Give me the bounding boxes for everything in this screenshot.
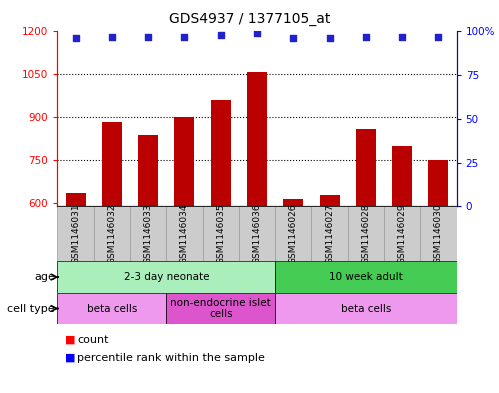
Point [108, 33, 116, 40]
Bar [65, 193, 85, 375]
Point [217, 32, 225, 38]
Point [181, 33, 189, 40]
Bar [203, 206, 239, 261]
Bar [57, 261, 275, 293]
Point [253, 30, 261, 36]
Bar [311, 206, 348, 261]
Point [435, 33, 443, 40]
Text: beta cells: beta cells [87, 303, 137, 314]
Text: GSM1146026: GSM1146026 [289, 204, 298, 264]
Text: GSM1146035: GSM1146035 [216, 204, 225, 264]
Text: percentile rank within the sample: percentile rank within the sample [77, 353, 265, 363]
Text: 2-3 day neonate: 2-3 day neonate [124, 272, 209, 282]
Text: GSM1146036: GSM1146036 [252, 204, 261, 264]
Bar [275, 206, 311, 261]
Bar [429, 160, 449, 375]
Text: ■: ■ [65, 353, 75, 363]
Bar [275, 261, 457, 293]
Bar [94, 206, 130, 261]
Point [289, 35, 297, 42]
Text: GSM1146027: GSM1146027 [325, 204, 334, 264]
Text: GSM1146032: GSM1146032 [107, 204, 116, 264]
Point [398, 33, 406, 40]
Text: cell type: cell type [7, 303, 55, 314]
Bar [247, 72, 267, 375]
Text: count: count [77, 335, 109, 345]
Bar [175, 118, 195, 375]
Point [362, 33, 370, 40]
Text: GSM1146031: GSM1146031 [71, 204, 80, 264]
Text: beta cells: beta cells [341, 303, 391, 314]
Bar [102, 122, 122, 375]
Text: GSM1146028: GSM1146028 [361, 204, 370, 264]
Bar [356, 129, 376, 375]
Bar [392, 146, 412, 375]
Point [325, 35, 333, 42]
Bar [57, 206, 94, 261]
Text: non-endocrine islet
cells: non-endocrine islet cells [170, 298, 271, 319]
Bar [348, 206, 384, 261]
Text: GSM1146033: GSM1146033 [144, 204, 153, 264]
Bar [420, 206, 457, 261]
Bar [283, 199, 303, 375]
Bar [57, 293, 166, 324]
Bar [319, 195, 339, 375]
Point [71, 35, 79, 42]
Bar [130, 206, 166, 261]
Bar [239, 206, 275, 261]
Bar [166, 206, 203, 261]
Text: 10 week adult: 10 week adult [329, 272, 403, 282]
Text: age: age [34, 272, 55, 282]
Point [144, 33, 152, 40]
Text: GDS4937 / 1377105_at: GDS4937 / 1377105_at [169, 12, 330, 26]
Text: GSM1146034: GSM1146034 [180, 204, 189, 264]
Bar [211, 100, 231, 375]
Bar [275, 293, 457, 324]
Text: GSM1146029: GSM1146029 [398, 204, 407, 264]
Bar [166, 293, 275, 324]
Bar [384, 206, 420, 261]
Text: ■: ■ [65, 335, 75, 345]
Bar [138, 135, 158, 375]
Text: GSM1146030: GSM1146030 [434, 204, 443, 264]
